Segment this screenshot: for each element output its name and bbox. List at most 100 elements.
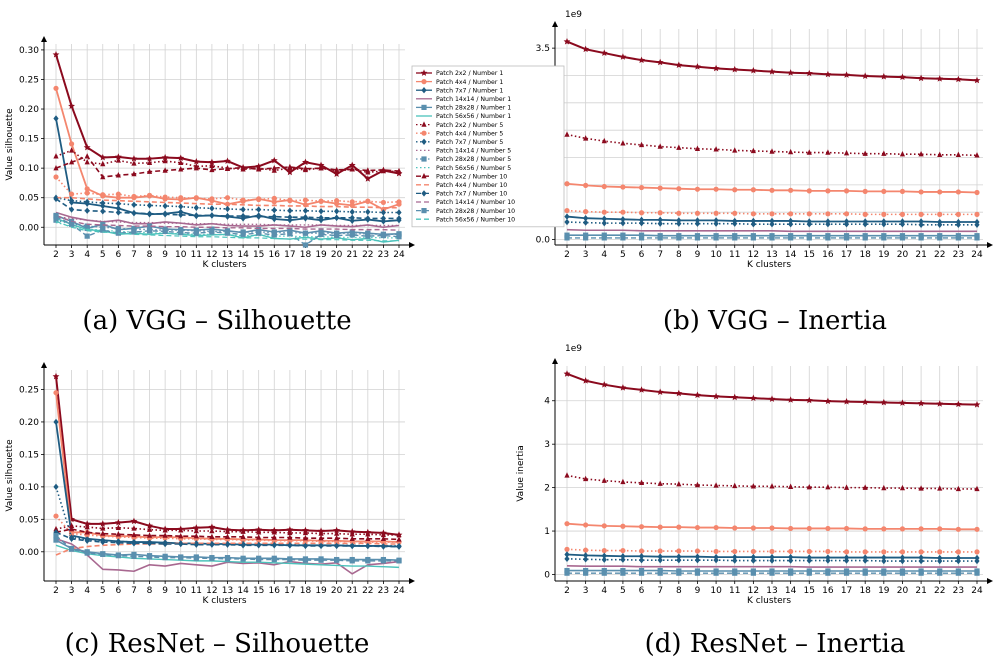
- data-point: [68, 221, 75, 227]
- data-point: [146, 192, 153, 198]
- data-point: [788, 148, 794, 155]
- data-point: [286, 526, 294, 533]
- data-point: [224, 533, 231, 540]
- series-patch-4x4-number-5: [53, 174, 402, 206]
- data-point: [880, 72, 888, 80]
- data-point: [732, 220, 738, 227]
- data-point: [271, 542, 277, 549]
- series-line: [55, 176, 400, 204]
- data-point: [750, 548, 756, 555]
- data-point: [302, 542, 309, 550]
- data-point: [862, 150, 868, 156]
- data-point: [318, 164, 324, 171]
- data-point: [620, 523, 626, 529]
- data-point: [256, 529, 262, 535]
- data-point: [732, 187, 738, 193]
- y-axis-label: Value inertia: [516, 445, 526, 502]
- data-point: [881, 188, 887, 195]
- data-point: [749, 66, 757, 74]
- y-tick-label: 0.30: [19, 46, 39, 56]
- data-point: [302, 158, 309, 166]
- series-line: [55, 215, 399, 227]
- data-point: [843, 211, 850, 217]
- data-point: [694, 217, 701, 224]
- data-point: [52, 372, 60, 380]
- data-point: [732, 548, 738, 555]
- data-point: [287, 207, 293, 214]
- data-point: [657, 567, 663, 574]
- data-point: [68, 522, 75, 529]
- x-tick-label: 13: [766, 250, 777, 260]
- data-point: [676, 556, 682, 564]
- x-tick-label: 23: [378, 250, 389, 260]
- legend: Patch 2x2 / Number 1 Patch 4x4 / Number 1…: [411, 65, 565, 228]
- data-point: [694, 556, 701, 564]
- data-point: [146, 155, 153, 162]
- x-tick-label: 10: [710, 586, 722, 596]
- data-point: [84, 529, 90, 535]
- x-tick-label: 15: [804, 250, 815, 260]
- data-point: [862, 484, 868, 490]
- data-point: [146, 202, 153, 209]
- data-point: [83, 143, 91, 151]
- x-tick-label: 23: [953, 586, 964, 596]
- data-point: [209, 229, 215, 235]
- x-tick-label: 21: [915, 250, 926, 260]
- data-point: [100, 160, 106, 167]
- data-point: [843, 525, 850, 532]
- data-point: [619, 53, 627, 60]
- data-point: [601, 570, 607, 576]
- data-point: [769, 187, 775, 193]
- data-point: [731, 65, 739, 73]
- data-point: [862, 549, 868, 555]
- x-tick-label: 21: [915, 586, 926, 596]
- data-point: [287, 198, 293, 204]
- data-point: [131, 525, 137, 531]
- data-point: [178, 527, 184, 533]
- series-patch-14x14-number-5: [55, 215, 399, 227]
- x-tick-label: 21: [347, 250, 358, 260]
- panel-caption: (a) VGG – Silhouette: [82, 306, 351, 336]
- data-point: [131, 226, 137, 232]
- x-tick-label: 6: [639, 586, 645, 596]
- data-point: [806, 483, 812, 490]
- data-point: [365, 558, 371, 564]
- data-point: [750, 525, 756, 531]
- series-patch-2x2-number-1: [563, 370, 981, 408]
- data-point: [601, 137, 607, 144]
- series-patch-14x14-number-1: [55, 211, 400, 229]
- data-point: [564, 207, 570, 214]
- data-point: [396, 558, 402, 564]
- data-point: [365, 215, 371, 222]
- x-tick-label: 14: [785, 586, 797, 596]
- x-axis-arrow: [987, 578, 993, 584]
- data-point: [676, 217, 682, 224]
- y-tick-label: 0.0: [536, 236, 551, 246]
- data-point: [843, 549, 850, 555]
- x-tick-label: 12: [748, 586, 759, 596]
- x-tick-label: 7: [131, 250, 137, 260]
- data-point: [224, 541, 231, 548]
- data-point: [899, 484, 906, 491]
- data-point: [843, 188, 850, 194]
- data-point: [694, 553, 701, 560]
- data-point: [349, 535, 355, 541]
- data-point: [825, 525, 831, 532]
- data-point: [676, 480, 682, 487]
- data-point: [53, 390, 59, 396]
- data-point: [620, 556, 626, 563]
- legend-entry: Patch 2x2 / Number 5: [416, 121, 503, 129]
- x-axis-label: K clusters: [747, 260, 791, 270]
- data-point: [918, 211, 924, 217]
- data-point: [601, 552, 607, 560]
- x-tick-label: 11: [191, 250, 202, 260]
- series-patch-14x14-number-10: [55, 214, 400, 231]
- data-point: [601, 477, 607, 483]
- legend-entry: Patch 4x4 / Number 10: [416, 182, 507, 189]
- data-point: [68, 141, 75, 147]
- data-point: [806, 188, 812, 194]
- data-point: [287, 534, 293, 540]
- data-point: [638, 570, 645, 576]
- data-point: [146, 522, 153, 529]
- data-point: [619, 384, 627, 391]
